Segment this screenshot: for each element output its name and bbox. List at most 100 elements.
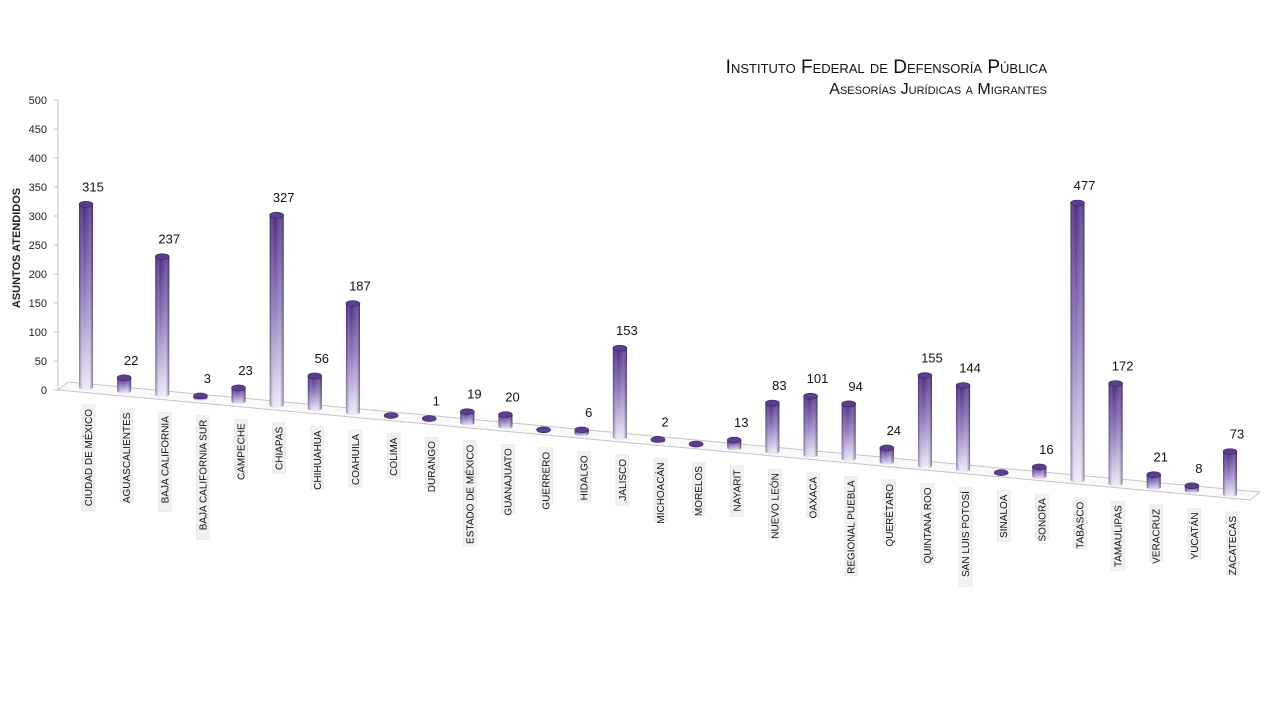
category-label-text: HIDALGO — [580, 455, 591, 500]
bar-shading — [269, 215, 284, 408]
bar-top — [421, 415, 437, 422]
category-label: CIUDAD DE MÉXICO — [81, 404, 96, 511]
y-tick-label: 400 — [29, 153, 47, 165]
bar: 153 — [612, 323, 638, 440]
bar: 187 — [345, 279, 371, 415]
bar: 144 — [955, 361, 981, 473]
bar-top — [154, 253, 170, 260]
category-label-tile — [806, 472, 820, 518]
bar-shading — [879, 447, 894, 465]
data-label: 6 — [585, 405, 592, 420]
bar-top — [1146, 471, 1162, 478]
category-label: JALISCO — [615, 454, 630, 506]
bar-shading — [307, 375, 322, 412]
bar-top — [841, 400, 856, 408]
bar-top — [688, 440, 704, 448]
category-label-text: ESTADO DE MÉXICO — [463, 444, 476, 543]
category-label: YUCATÁN — [1187, 508, 1202, 560]
bar: 101 — [803, 371, 828, 458]
data-label: 477 — [1074, 178, 1096, 193]
category-label: REGIONAL PUEBLA — [844, 476, 858, 577]
bar: 237 — [154, 232, 180, 398]
bar-top — [498, 411, 513, 418]
category-label-text: TAMAULIPAS — [1114, 505, 1125, 567]
data-label: 155 — [921, 351, 943, 366]
category-label: SONORA — [1035, 493, 1049, 542]
bar-shading — [612, 348, 627, 440]
bar-top — [993, 469, 1009, 476]
bar: 3 — [193, 371, 211, 401]
bar-shading — [1108, 383, 1123, 487]
category-label: OAXACA — [806, 472, 820, 518]
category-label-tile — [539, 447, 553, 505]
y-tick-label: 0 — [41, 385, 47, 397]
data-label: 327 — [273, 190, 295, 205]
category-label-text: MICHOACÁN — [654, 463, 667, 524]
data-label: 23 — [238, 363, 252, 378]
bar-top — [78, 201, 94, 208]
data-label: 144 — [959, 361, 981, 376]
category-label-tile — [958, 486, 973, 587]
bar: 6 — [574, 405, 592, 437]
y-tick-label: 100 — [29, 327, 47, 339]
bar-shading — [498, 414, 513, 430]
bar: 172 — [1108, 359, 1133, 487]
bar — [688, 440, 704, 448]
y-tick-label: 150 — [29, 298, 47, 310]
category-label-tile — [615, 454, 630, 506]
data-label: 19 — [467, 387, 481, 402]
category-label: BAJA CALIFORNIA — [158, 411, 172, 512]
category-label: COLIMA — [386, 433, 401, 479]
category-label-tile — [119, 408, 134, 503]
category-label-tile — [310, 426, 325, 490]
bar-top — [193, 392, 208, 400]
bar-top — [383, 412, 399, 419]
bar-top — [726, 436, 742, 444]
data-label: 73 — [1230, 427, 1244, 442]
category-label: SINALOA — [996, 490, 1011, 542]
category-label-text: NAYARIT — [732, 470, 743, 512]
category-label: ESTADO DE MÉXICO — [463, 440, 477, 547]
category-label-tile — [272, 422, 286, 474]
bar-top — [1222, 448, 1238, 455]
category-label-text: CIUDAD DE MÉXICO — [82, 409, 95, 506]
category-label-text: VERACRUZ — [1152, 509, 1163, 564]
category-label-text: GUERRERO — [542, 452, 553, 510]
category-label-tile — [1187, 508, 1202, 560]
category-label-text: NUEVO LEÓN — [768, 473, 781, 539]
bar-top — [1184, 482, 1200, 490]
y-tick-label: 200 — [29, 269, 47, 281]
bar: 21 — [1146, 450, 1168, 490]
chart-title: Instituto Federal de Defensoría Pública — [725, 57, 1047, 78]
category-label-tile — [81, 404, 96, 511]
data-label: 153 — [616, 323, 638, 338]
bar: 24 — [879, 423, 901, 465]
category-label-tile — [463, 440, 477, 547]
data-label: 1 — [433, 394, 440, 409]
category-label: QUINTANA ROO — [920, 483, 935, 565]
category-label: SAN LUIS POTOSÍ — [958, 486, 973, 587]
category-label-tile — [234, 419, 248, 477]
bar-top — [612, 344, 628, 352]
category-label-tile — [1149, 504, 1163, 562]
category-label: HIDALGO — [577, 451, 591, 503]
bar: 477 — [1070, 178, 1095, 483]
bar-top — [1070, 199, 1085, 207]
bar-top — [460, 408, 475, 415]
category-label-text: MORELOS — [694, 466, 705, 516]
category-label-text: TABASCO — [1075, 502, 1086, 549]
bar-shading — [803, 396, 818, 458]
category-label: NAYARIT — [730, 465, 744, 517]
category-label-text: CHIAPAS — [275, 427, 286, 470]
category-label-tile — [730, 465, 744, 517]
data-label: 24 — [887, 423, 901, 438]
category-label-tile — [1111, 501, 1125, 571]
category-label-text: SINALOA — [999, 494, 1010, 538]
category-label-text: DURANGO — [427, 441, 438, 492]
category-label-tile — [882, 479, 897, 544]
bar: 73 — [1222, 427, 1244, 497]
category-label-text: QUERÉTARO — [883, 484, 896, 547]
y-tick-label: 300 — [29, 211, 47, 223]
data-label: 83 — [772, 378, 786, 393]
bar-shading — [956, 385, 971, 473]
